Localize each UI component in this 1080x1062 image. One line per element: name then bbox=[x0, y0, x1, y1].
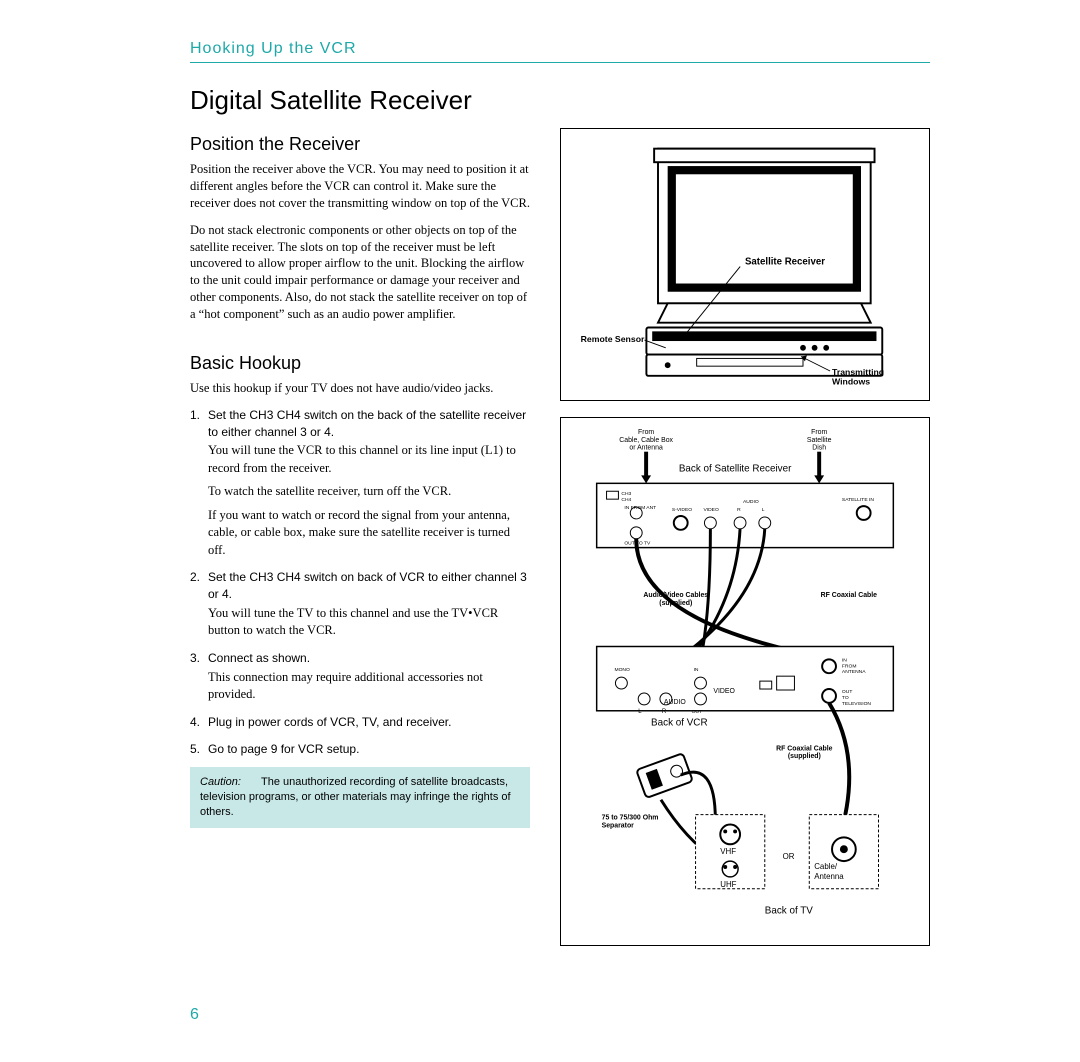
diagram-hookup: From Cable, Cable Box or Antenna From Sa… bbox=[560, 417, 930, 945]
section-header: Hooking Up the VCR bbox=[190, 40, 930, 63]
svg-text:MONO: MONO bbox=[614, 668, 630, 674]
step-text: Go to page 9 for VCR setup. bbox=[208, 741, 530, 758]
svg-text:Antenna: Antenna bbox=[814, 872, 844, 881]
label-rf-coax: RF Coaxial Cable bbox=[821, 592, 878, 599]
list-item: 2. Set the CH3 CH4 switch on back of VCR… bbox=[208, 569, 530, 640]
step-explain: If you want to watch or record the signa… bbox=[208, 507, 530, 560]
list-item: 4. Plug in power cords of VCR, TV, and r… bbox=[208, 714, 530, 731]
right-column: Satellite Receiver Remote Sensor Transmi… bbox=[560, 128, 930, 962]
svg-text:TELEVISION: TELEVISION bbox=[842, 701, 872, 707]
list-item: 3. Connect as shown. This connection may… bbox=[208, 650, 530, 704]
label-back-vcr: Back of VCR bbox=[651, 718, 708, 729]
receiver-svg: Satellite Receiver Remote Sensor Transmi… bbox=[571, 139, 919, 390]
svg-text:OUT: OUT bbox=[692, 709, 702, 715]
caution-label: Caution: bbox=[200, 776, 241, 788]
svg-text:(supplied): (supplied) bbox=[659, 600, 692, 607]
step-text: Plug in power cords of VCR, TV, and rece… bbox=[208, 714, 530, 731]
svg-text:Satellite: Satellite bbox=[807, 437, 832, 444]
page: Hooking Up the VCR Digital Satellite Rec… bbox=[0, 0, 1080, 1062]
step-number: 2. bbox=[190, 569, 200, 586]
svg-text:L: L bbox=[762, 507, 765, 513]
svg-text:Cable, Cable Box: Cable, Cable Box bbox=[619, 437, 673, 444]
svg-text:OUT: OUT bbox=[842, 689, 852, 695]
step-explain: You will tune the VCR to this channel or… bbox=[208, 442, 530, 477]
caution-box: Caution:The unauthorized recording of sa… bbox=[190, 767, 530, 828]
label-sat-receiver: Satellite Receiver bbox=[745, 257, 825, 268]
subhead-position: Position the Receiver bbox=[190, 134, 530, 155]
svg-text:CH4: CH4 bbox=[621, 497, 631, 503]
paragraph: Do not stack electronic components or ot… bbox=[190, 222, 530, 323]
label-video: VIDEO bbox=[713, 688, 735, 695]
two-column-layout: Position the Receiver Position the recei… bbox=[190, 128, 930, 962]
svg-text:75 to 75/300 Ohm: 75 to 75/300 Ohm bbox=[602, 815, 659, 822]
step-list: 1. Set the CH3 CH4 switch on the back of… bbox=[190, 407, 530, 758]
page-title: Digital Satellite Receiver bbox=[190, 85, 930, 116]
subhead-basic-hookup: Basic Hookup bbox=[190, 353, 530, 374]
svg-text:Dish: Dish bbox=[812, 445, 826, 452]
label-remote-sensor: Remote Sensor bbox=[581, 334, 645, 344]
page-number: 6 bbox=[190, 1006, 199, 1024]
svg-text:SATELLITE IN: SATELLITE IN bbox=[842, 497, 874, 503]
label-windows: Windows bbox=[832, 377, 870, 387]
step-explain: You will tune the TV to this channel and… bbox=[208, 605, 530, 640]
svg-text:From: From bbox=[638, 429, 654, 436]
svg-text:FROM: FROM bbox=[842, 664, 857, 670]
svg-text:AUDIO: AUDIO bbox=[743, 499, 759, 505]
step-text: Connect as shown. bbox=[208, 650, 530, 667]
step-number: 5. bbox=[190, 741, 200, 758]
caution-text: The unauthorized recording of satellite … bbox=[200, 776, 511, 818]
step-number: 1. bbox=[190, 407, 200, 424]
label-back-sat: Back of Satellite Receiver bbox=[679, 464, 792, 475]
svg-text:or Antenna: or Antenna bbox=[629, 445, 663, 452]
label-audio: AUDIO bbox=[664, 699, 687, 706]
svg-text:R: R bbox=[662, 709, 666, 715]
list-item: 1. Set the CH3 CH4 switch on the back of… bbox=[208, 407, 530, 560]
list-item: 5. Go to page 9 for VCR setup. bbox=[208, 741, 530, 758]
svg-text:(supplied): (supplied) bbox=[788, 754, 821, 761]
step-explain: This connection may require additional a… bbox=[208, 669, 530, 704]
svg-text:ANTENNA: ANTENNA bbox=[842, 670, 866, 676]
step-explain: To watch the satellite receiver, turn of… bbox=[208, 483, 530, 501]
svg-text:IN FROM ANT: IN FROM ANT bbox=[624, 505, 656, 511]
svg-text:TO: TO bbox=[842, 695, 849, 701]
step-number: 4. bbox=[190, 714, 200, 731]
diagram-receiver-position: Satellite Receiver Remote Sensor Transmi… bbox=[560, 128, 930, 401]
svg-text:Separator: Separator bbox=[602, 823, 635, 830]
svg-text:VIDEO: VIDEO bbox=[703, 507, 719, 513]
paragraph: Position the receiver above the VCR. You… bbox=[190, 161, 530, 212]
svg-text:RF Coaxial Cable: RF Coaxial Cable bbox=[776, 746, 833, 753]
step-number: 3. bbox=[190, 650, 200, 667]
svg-text:Cable/: Cable/ bbox=[814, 862, 838, 871]
svg-text:IN: IN bbox=[842, 658, 847, 664]
label-transmitting: Transmitting bbox=[832, 367, 884, 377]
label-or: OR bbox=[783, 852, 795, 861]
left-column: Position the Receiver Position the recei… bbox=[190, 128, 530, 962]
svg-text:Audio/Video Cables: Audio/Video Cables bbox=[643, 592, 708, 599]
step-text: Set the CH3 CH4 switch on the back of th… bbox=[208, 407, 530, 441]
paragraph: Use this hookup if your TV does not have… bbox=[190, 380, 530, 397]
svg-text:CH3: CH3 bbox=[621, 492, 631, 498]
svg-text:R: R bbox=[737, 507, 741, 513]
label-vhf: VHF bbox=[720, 847, 736, 856]
svg-text:IN: IN bbox=[694, 668, 699, 674]
svg-text:S-VIDEO: S-VIDEO bbox=[672, 507, 692, 513]
svg-text:From: From bbox=[811, 429, 827, 436]
hookup-svg: From Cable, Cable Box or Antenna From Sa… bbox=[567, 424, 923, 938]
label-uhf: UHF bbox=[720, 880, 736, 889]
step-text: Set the CH3 CH4 switch on back of VCR to… bbox=[208, 569, 530, 603]
label-back-tv: Back of TV bbox=[765, 906, 814, 917]
